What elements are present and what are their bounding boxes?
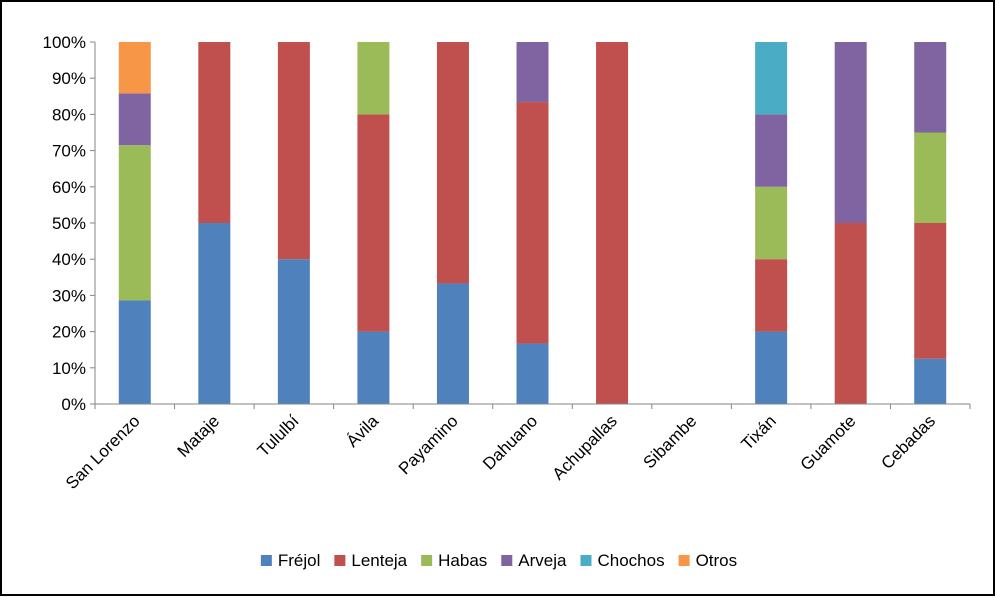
bar-tixan-habas xyxy=(755,186,788,260)
legend-swatch xyxy=(501,555,513,566)
bar-tixan-frejol xyxy=(755,331,788,404)
legend-swatch xyxy=(580,555,592,566)
plot-area xyxy=(118,42,947,404)
bar-san-lorenzo-frejol xyxy=(118,300,151,404)
legend-swatch xyxy=(421,555,433,566)
bar-dahuano-lenteja xyxy=(516,102,549,344)
bar-payamino-frejol xyxy=(436,283,469,404)
bar-san-lorenzo-arveja xyxy=(118,93,151,146)
x-axis: San Lorenzo Mataje Tululbí Ávila Payamino Dah… xyxy=(62,403,971,493)
bar-mataje-lenteja xyxy=(198,42,231,223)
legend-item-arveja: Arveja xyxy=(501,551,567,570)
y-tick-label: 100% xyxy=(43,33,86,52)
x-tick-label: Mataje xyxy=(174,411,224,461)
legend-item-chochos: Chochos xyxy=(580,551,665,570)
x-tick-label: Guamote xyxy=(797,411,860,474)
legend-swatch xyxy=(678,555,690,566)
x-tick-label: Ávila xyxy=(343,411,383,451)
bar-cebadas-lenteja xyxy=(914,223,947,359)
legend-label: Otros xyxy=(696,551,738,570)
legend: Fréjol Lenteja Habas Arveja Chochos Otros xyxy=(260,551,738,570)
legend-swatch xyxy=(334,555,346,566)
x-tick-label: Dahuano xyxy=(479,411,541,473)
legend-label: Arveja xyxy=(518,551,567,570)
bar-dahuano-frejol xyxy=(516,343,549,404)
bar-avila-habas xyxy=(357,42,390,115)
bar-guamote-lenteja xyxy=(834,223,867,404)
x-tick-label: Tixán xyxy=(738,411,780,453)
bar-tixan-arveja xyxy=(755,114,788,187)
legend-swatch xyxy=(260,555,272,566)
bar-achupallas-lenteja xyxy=(596,42,629,404)
legend-label: Fréjol xyxy=(278,551,321,570)
x-tick-label: San Lorenzo xyxy=(62,411,144,493)
y-tick-label: 90% xyxy=(52,69,86,88)
y-tick-label: 10% xyxy=(52,359,86,378)
y-tick-label: 0% xyxy=(61,395,86,414)
bar-dahuano-arveja xyxy=(516,42,549,103)
bar-tixan-chochos xyxy=(755,42,788,115)
bar-cebadas-frejol xyxy=(914,358,947,404)
bar-san-lorenzo-habas xyxy=(118,145,151,301)
x-tick-label: Sibambe xyxy=(640,411,701,472)
x-tick-label: Payamino xyxy=(395,411,462,478)
y-tick-label: 80% xyxy=(52,105,86,124)
x-tick-label: Achupallas xyxy=(549,411,621,483)
x-tick-label: Cebadas xyxy=(877,411,939,473)
bar-cebadas-arveja xyxy=(914,42,947,133)
bar-tululbi-frejol xyxy=(277,259,310,404)
bar-tixan-lenteja xyxy=(755,259,788,332)
bar-mataje-frejol xyxy=(198,223,231,404)
legend-item-frejol: Fréjol xyxy=(260,551,321,570)
y-tick-label: 20% xyxy=(52,323,86,342)
y-tick-label: 60% xyxy=(52,178,86,197)
bar-avila-frejol xyxy=(357,331,390,404)
legend-item-habas: Habas xyxy=(421,551,487,570)
y-tick-label: 70% xyxy=(52,142,86,161)
legend-label: Habas xyxy=(438,551,487,570)
x-tick-label: Tululbí xyxy=(254,411,303,460)
bar-payamino-lenteja xyxy=(436,42,469,284)
y-tick-label: 50% xyxy=(52,214,86,233)
bar-tululbi-lenteja xyxy=(277,42,310,260)
bar-avila-lenteja xyxy=(357,114,390,332)
bar-san-lorenzo-otros xyxy=(118,42,151,94)
y-tick-label: 30% xyxy=(52,286,86,305)
y-tick-label: 40% xyxy=(52,250,86,269)
y-axis: 0% 10% 20% 30% 40% 50% 60% 70% 80% 90% 100% xyxy=(43,33,96,414)
legend-label: Chochos xyxy=(597,551,664,570)
bar-cebadas-habas xyxy=(914,132,947,223)
legend-item-otros: Otros xyxy=(678,551,738,570)
bar-guamote-arveja xyxy=(834,42,867,223)
legend-label: Lenteja xyxy=(351,551,407,570)
legend-item-lenteja: Lenteja xyxy=(334,551,408,570)
